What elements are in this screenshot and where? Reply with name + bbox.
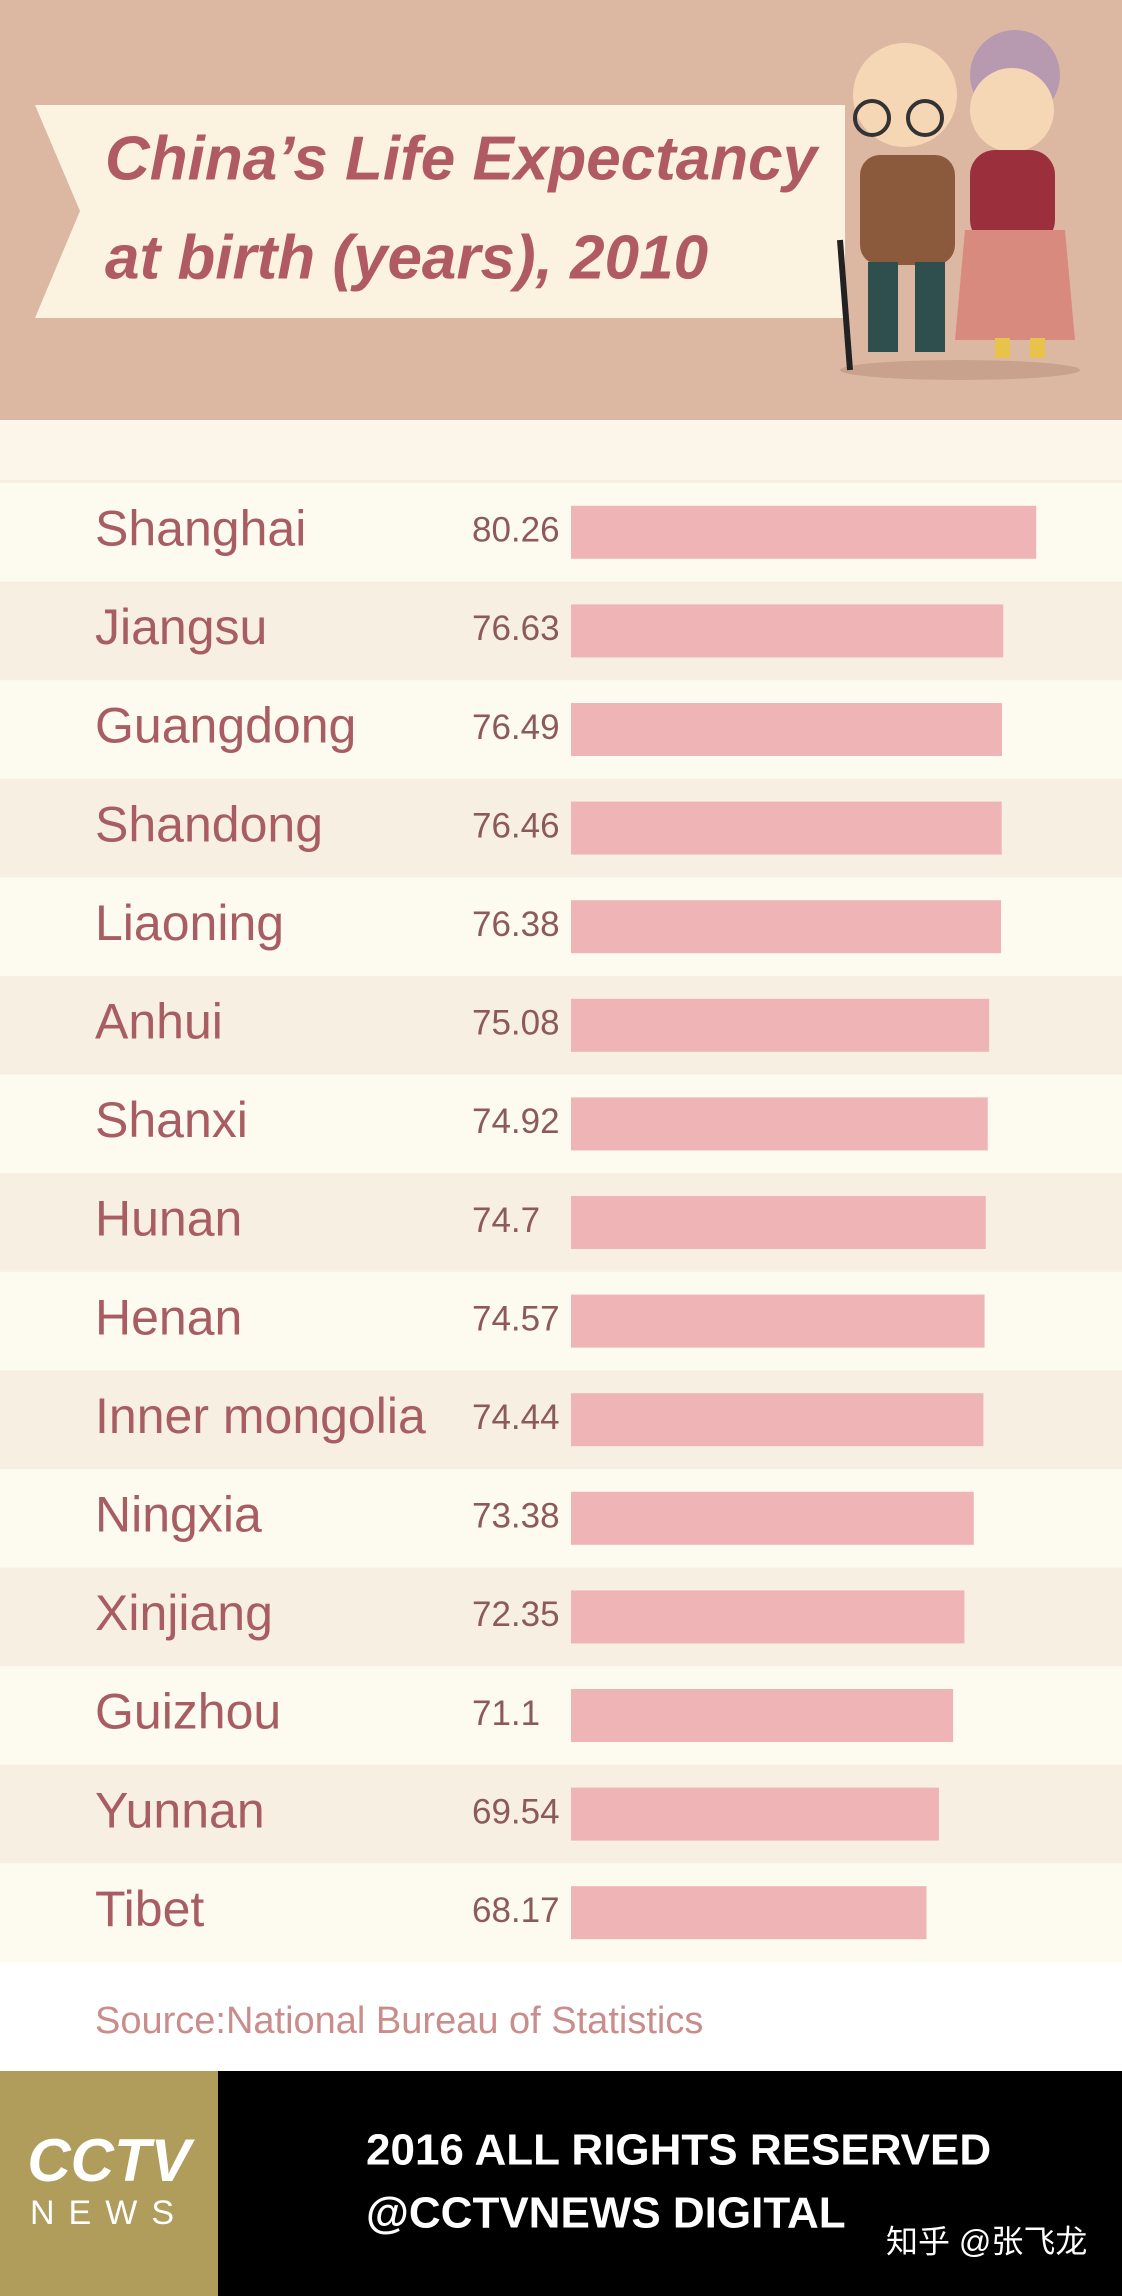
row-bg — [0, 1863, 1122, 1962]
category-label: Liaoning — [95, 895, 284, 951]
value-label: 74.57 — [472, 1299, 560, 1338]
watermark: 知乎 @张飞龙 — [886, 2223, 1087, 2259]
value-label: 75.08 — [472, 1004, 560, 1043]
title-ribbon — [35, 105, 845, 318]
bar — [571, 1886, 927, 1940]
source: Source:National Bureau of Statistics — [95, 2000, 703, 2042]
category-label: Jiangsu — [95, 599, 267, 655]
bar — [571, 1689, 954, 1742]
value-label: 73.38 — [472, 1497, 560, 1536]
logo: CCTV — [27, 2127, 195, 2194]
bar — [571, 1393, 984, 1447]
value-label: 72.35 — [472, 1595, 560, 1634]
value-label: 74.7 — [472, 1201, 540, 1240]
category-label: Henan — [95, 1289, 242, 1345]
value-label: 76.46 — [472, 806, 560, 845]
category-label: Shanghai — [95, 501, 306, 557]
category-label: Anhui — [95, 994, 223, 1050]
category-label: Shanxi — [95, 1092, 248, 1148]
logo-bg — [0, 2071, 218, 2296]
bar — [571, 505, 1037, 559]
category-label: Inner mongolia — [95, 1388, 426, 1444]
category-label: Xinjiang — [95, 1585, 273, 1641]
handle: @CCTVNEWS DIGITAL — [366, 2189, 846, 2238]
chart-title: China’s Life Expectancy — [105, 124, 821, 193]
bar — [571, 1491, 974, 1545]
value-label: 74.44 — [472, 1398, 560, 1437]
bar — [571, 998, 990, 1052]
category-label: Shandong — [95, 796, 323, 852]
bar — [571, 1787, 939, 1841]
value-label: 76.49 — [472, 708, 560, 747]
rights: 2016 ALL RIGHTS RESERVED — [366, 2126, 991, 2175]
bar — [571, 1590, 965, 1644]
category-label: Ningxia — [95, 1487, 262, 1543]
value-label: 71.1 — [472, 1694, 540, 1733]
category-label: Yunnan — [95, 1782, 265, 1838]
category-label: Guizhou — [95, 1684, 281, 1740]
category-label: Guangdong — [95, 698, 356, 754]
bar — [571, 604, 1004, 658]
value-label: 68.17 — [472, 1891, 560, 1930]
value-label: 69.54 — [472, 1792, 560, 1831]
bar — [571, 801, 1002, 855]
bar — [571, 703, 1002, 756]
logo-sub: NEWS — [30, 2194, 188, 2232]
category-label: Hunan — [95, 1191, 242, 1247]
value-label: 74.92 — [472, 1102, 560, 1141]
category-label: Tibet — [95, 1881, 204, 1937]
bar — [571, 900, 1001, 954]
bar — [571, 1196, 986, 1249]
value-label: 76.38 — [472, 905, 560, 944]
rows: Shanghai 80.26 Jiangsu 76.63 Guangdong 76.49 S… — [0, 483, 1122, 1962]
spacer-row — [0, 420, 1122, 480]
bar — [571, 1294, 985, 1348]
value-label: 80.26 — [472, 511, 560, 550]
bar — [571, 1097, 988, 1151]
value-label: 76.63 — [472, 609, 560, 648]
elderly-couple-illustration — [837, 30, 1080, 380]
chart-title: at birth (years), 2010 — [105, 223, 708, 292]
